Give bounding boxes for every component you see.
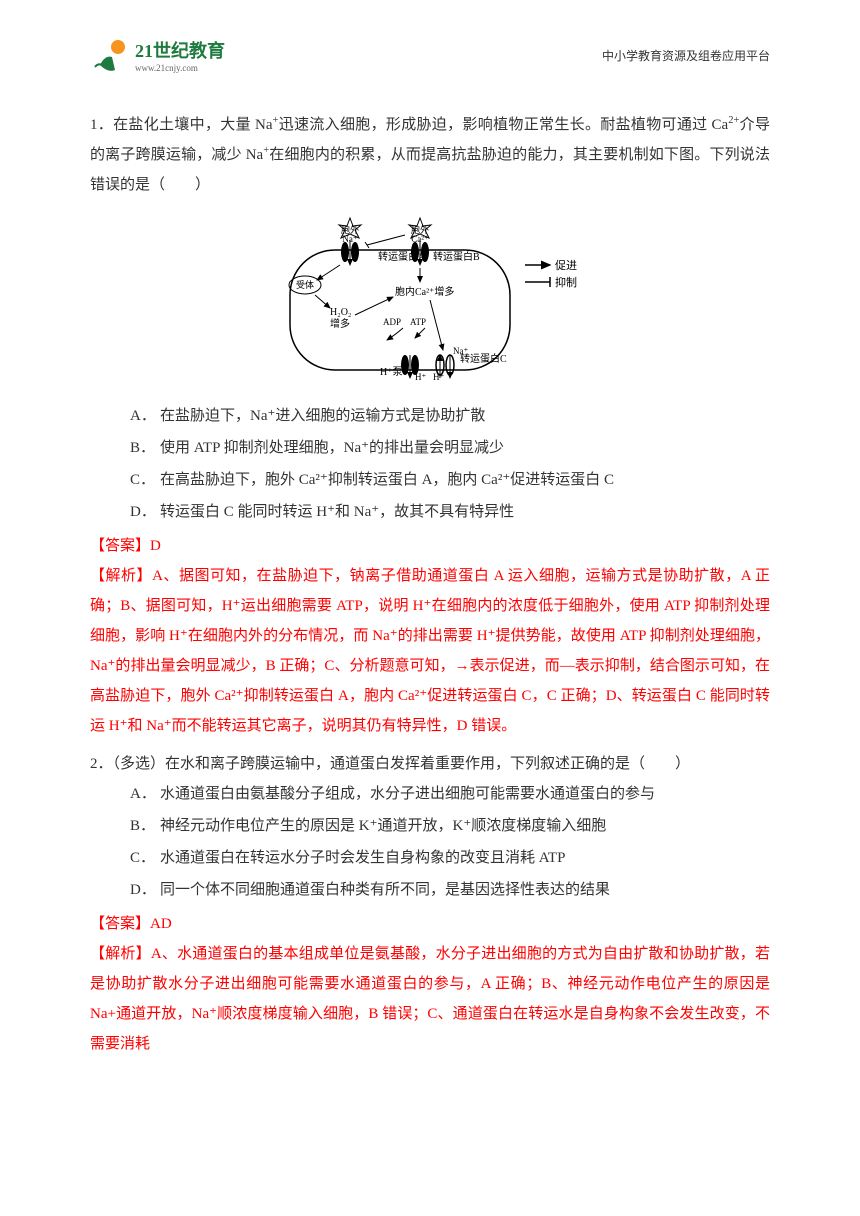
- label-promote: 促进: [555, 258, 577, 272]
- label-protein-b: 转运蛋白B: [433, 250, 480, 263]
- option-2b-text: 神经元动作电位产生的原因是 K⁺通道开放，K⁺顺浓度梯度输入细胞: [160, 818, 606, 834]
- option-2c: C．水通道蛋白在转运水分子时会发生自身构象的改变且消耗 ATP: [130, 843, 770, 873]
- diagram-container: 胞外 Na⁺ 胞外 Ca²⁺ 转运蛋白A: [90, 210, 770, 391]
- label-h-plus-2: H⁺: [433, 372, 444, 380]
- label-h2o2: H₂O₂: [330, 307, 351, 318]
- question-1-options: A．在盐胁迫下，Na⁺进入细胞的运输方式是协助扩散 B．使用 ATP 抑制剂处理…: [90, 401, 770, 527]
- question-2: 2．（多选）在水和离子跨膜运输中，通道蛋白发挥着重要作用，下列叙述正确的是（ ）…: [90, 749, 770, 1059]
- option-1d: D．转运蛋白 C 能同时转运 H⁺和 Na⁺，故其不具有特异性: [130, 497, 770, 527]
- label-inhibit: 抑制: [555, 275, 577, 289]
- answer-1: 【答案】D: [90, 531, 770, 561]
- label-h-pump: H⁺泵: [380, 366, 403, 378]
- cell-diagram: 胞外 Na⁺ 胞外 Ca²⁺ 转运蛋白A: [275, 210, 585, 380]
- label-na-plus: Na⁺: [453, 346, 468, 356]
- option-1a: A．在盐胁迫下，Na⁺进入细胞的运输方式是协助扩散: [130, 401, 770, 431]
- label-h-plus-1: H⁺: [415, 372, 426, 380]
- q1-text-1: 1．在盐化土壤中，大量 Na: [90, 117, 272, 133]
- main-content: 1．在盐化土壤中，大量 Na+迅速流入细胞，形成胁迫，影响植物正常生长。耐盐植物…: [0, 100, 860, 1117]
- question-1: 1．在盐化土壤中，大量 Na+迅速流入细胞，形成胁迫，影响植物正常生长。耐盐植物…: [90, 110, 770, 741]
- label-adp: ADP: [383, 317, 401, 327]
- label-inner-ca: 胞内Ca²⁺增多: [395, 285, 454, 298]
- answer-2: 【答案】AD: [90, 909, 770, 939]
- header-right-text: 中小学教育资源及组卷应用平台: [602, 47, 770, 64]
- option-1b-text: 使用 ATP 抑制剂处理细胞，Na⁺的排出量会明显减少: [160, 440, 504, 456]
- option-1b: B．使用 ATP 抑制剂处理细胞，Na⁺的排出量会明显减少: [130, 433, 770, 463]
- page-header: 21世纪教育 www.21cnjy.com 中小学教育资源及组卷应用平台: [0, 0, 860, 100]
- q1-text-2: 迅速流入细胞，形成胁迫，影响植物正常生长。耐盐植物可通过 Ca: [278, 117, 728, 133]
- label-receptor: 受体: [296, 279, 314, 290]
- option-1d-text: 转运蛋白 C 能同时转运 H⁺和 Na⁺，故其不具有特异性: [160, 504, 514, 520]
- logo-text: 21世纪教育 www.21cnjy.com: [135, 37, 225, 73]
- logo-icon: [90, 35, 130, 75]
- option-2a: A．水通道蛋白由氨基酸分子组成，水分子进出细胞可能需要水通道蛋白的参与: [130, 779, 770, 809]
- label-h2o2-more: 增多: [330, 317, 350, 330]
- explanation-1: 【解析】A、据图可知，在盐胁迫下，钠离子借助通道蛋白 A 运入细胞，运输方式是协…: [90, 561, 770, 741]
- option-2c-text: 水通道蛋白在转运水分子时会发生自身构象的改变且消耗 ATP: [160, 850, 565, 866]
- option-2d-text: 同一个体不同细胞通道蛋白种类有所不同，是基因选择性表达的结果: [160, 882, 610, 898]
- question-2-options: A．水通道蛋白由氨基酸分子组成，水分子进出细胞可能需要水通道蛋白的参与 B．神经…: [90, 779, 770, 905]
- logo-area: 21世纪教育 www.21cnjy.com: [90, 35, 225, 75]
- option-2b: B．神经元动作电位产生的原因是 K⁺通道开放，K⁺顺浓度梯度输入细胞: [130, 811, 770, 841]
- explanation-2: 【解析】A、水通道蛋白的基本组成单位是氨基酸，水分子进出细胞的方式为自由扩散和协…: [90, 939, 770, 1059]
- option-1c-text: 在高盐胁迫下，胞外 Ca²⁺抑制转运蛋白 A，胞内 Ca²⁺促进转运蛋白 C: [160, 472, 614, 488]
- option-2d: D．同一个体不同细胞通道蛋白种类有所不同，是基因选择性表达的结果: [130, 875, 770, 905]
- option-1c: C．在高盐胁迫下，胞外 Ca²⁺抑制转运蛋白 A，胞内 Ca²⁺促进转运蛋白 C: [130, 465, 770, 495]
- logo-main-text: 21世纪教育: [135, 37, 225, 63]
- option-2a-text: 水通道蛋白由氨基酸分子组成，水分子进出细胞可能需要水通道蛋白的参与: [160, 786, 655, 802]
- label-atp: ATP: [410, 317, 426, 327]
- question-1-stem: 1．在盐化土壤中，大量 Na+迅速流入细胞，形成胁迫，影响植物正常生长。耐盐植物…: [90, 110, 770, 200]
- question-2-stem: 2．（多选）在水和离子跨膜运输中，通道蛋白发挥着重要作用，下列叙述正确的是（ ）: [90, 749, 770, 779]
- logo-sub-text: www.21cnjy.com: [135, 63, 225, 73]
- option-1a-text: 在盐胁迫下，Na⁺进入细胞的运输方式是协助扩散: [160, 408, 485, 424]
